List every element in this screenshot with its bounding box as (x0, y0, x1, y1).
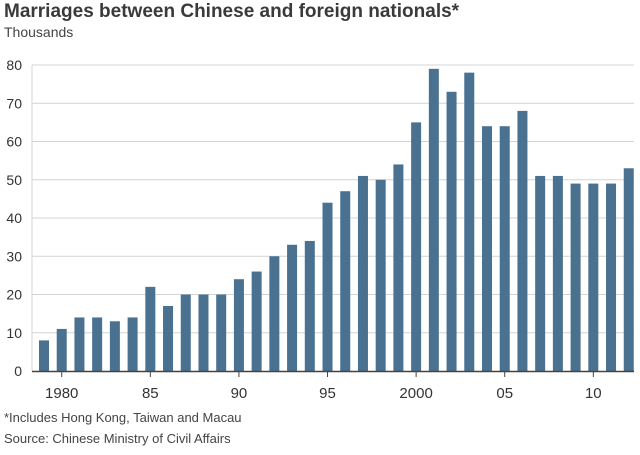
bar-1986 (163, 305, 174, 371)
y-tick-label: 20 (6, 287, 22, 303)
y-tick-label: 70 (6, 95, 22, 111)
bar-1994 (304, 240, 315, 371)
bar-2003 (464, 72, 475, 372)
y-tick-label: 50 (6, 172, 22, 188)
bar-1984 (127, 317, 138, 371)
bar-1999 (393, 164, 404, 371)
x-tick-label: 2000 (399, 385, 432, 402)
source-note: Source: Chinese Ministry of Civil Affair… (4, 431, 231, 446)
x-tick-label: 85 (142, 385, 159, 402)
bar-1998 (375, 179, 386, 371)
x-tick-label: 90 (231, 385, 248, 402)
bar-1989 (216, 294, 227, 371)
bar-1980 (56, 328, 67, 371)
bar-1990 (233, 279, 244, 371)
bar-1982 (92, 317, 103, 371)
bar-1997 (357, 175, 368, 371)
bar-2007 (535, 175, 546, 371)
bar-1985 (145, 286, 156, 371)
bar-1992 (269, 256, 280, 371)
x-tick-label: 95 (319, 385, 336, 402)
x-tick-label: 1980 (45, 385, 78, 402)
bar-2011 (606, 183, 617, 371)
y-tick-label: 80 (6, 57, 22, 73)
footnote: *Includes Hong Kong, Taiwan and Macau (4, 410, 242, 425)
bar-1987 (180, 294, 191, 371)
bar-2004 (482, 126, 492, 371)
bar-1995 (322, 202, 333, 371)
bar-1996 (340, 191, 351, 371)
bar-2012 (623, 168, 634, 371)
bar-1993 (287, 244, 298, 371)
y-tick-label: 60 (6, 134, 22, 150)
bar-1988 (198, 294, 209, 371)
bar-1979 (39, 340, 49, 371)
bar-1991 (251, 271, 262, 371)
bar-1981 (74, 317, 85, 371)
bar-1983 (109, 321, 120, 371)
bar-2010 (588, 183, 599, 371)
bar-2000 (411, 122, 422, 371)
chart-title: Marriages between Chinese and foreign na… (4, 1, 460, 22)
bar-2006 (517, 110, 528, 372)
bar-2005 (499, 126, 510, 371)
y-tick-label: 10 (6, 325, 22, 341)
bar-2002 (446, 91, 457, 372)
bar-2009 (570, 183, 581, 371)
bar-2008 (552, 175, 563, 371)
x-tick-label: 10 (585, 385, 602, 402)
y-tick-label: 30 (6, 248, 22, 264)
units-label: Thousands (4, 24, 74, 40)
x-tick-label: 05 (496, 385, 513, 402)
bar-2001 (428, 68, 439, 371)
y-tick-label: 0 (14, 363, 22, 379)
y-tick-label: 40 (6, 210, 22, 226)
